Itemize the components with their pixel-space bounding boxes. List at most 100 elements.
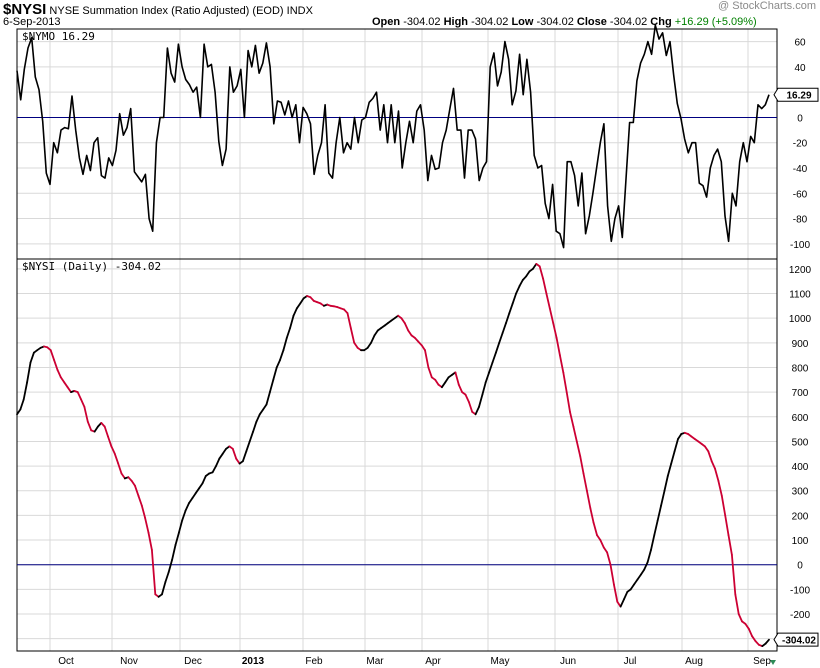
y-tick-label: -20 bbox=[793, 139, 808, 150]
nysi-segment bbox=[191, 492, 197, 500]
nysi-segment bbox=[353, 341, 359, 349]
nysi-segment bbox=[575, 440, 582, 458]
y-tick-label: 1000 bbox=[789, 314, 812, 325]
nysi-segment bbox=[467, 401, 474, 413]
nysi-segment bbox=[211, 465, 217, 474]
panel-legend: $NYMO 16.29 bbox=[22, 30, 95, 43]
close-value: -304.02 bbox=[609, 16, 648, 28]
nysi-segment bbox=[80, 398, 86, 408]
nysi-segment bbox=[619, 598, 625, 608]
last-value-box bbox=[773, 632, 819, 647]
nymo-line bbox=[16, 24, 770, 249]
y-tick-label: 800 bbox=[792, 363, 809, 374]
nysi-segment bbox=[113, 452, 120, 465]
nysi-segment bbox=[86, 420, 93, 432]
nysi-segment bbox=[107, 435, 113, 448]
exchange: INDX bbox=[286, 5, 313, 17]
nysi-segment bbox=[167, 558, 174, 573]
nysi-segment bbox=[677, 433, 683, 440]
nysi-segment bbox=[579, 455, 585, 475]
symbol: $NYSI bbox=[3, 1, 47, 18]
nysi-segment bbox=[299, 297, 305, 305]
nysi-segment bbox=[265, 391, 271, 406]
x-tick-label: Aug bbox=[685, 656, 703, 667]
y-tick-label: 900 bbox=[792, 339, 809, 350]
nysi-segment bbox=[56, 368, 62, 379]
x-tick-label: Jul bbox=[624, 656, 637, 667]
nysi-segment bbox=[704, 445, 710, 453]
nysi-segment bbox=[218, 452, 224, 460]
nysi-segment bbox=[751, 635, 757, 642]
low-label: Low bbox=[511, 16, 534, 28]
nysi-segment bbox=[140, 504, 147, 519]
y-tick-label: -100 bbox=[790, 585, 810, 596]
y-tick-label: -100 bbox=[790, 240, 810, 251]
x-tick-label: Apr bbox=[425, 656, 441, 667]
nysi-segment bbox=[653, 519, 659, 536]
nysi-segment bbox=[532, 262, 538, 270]
nysi-segment bbox=[130, 479, 136, 487]
nysi-segment bbox=[670, 450, 676, 465]
nysi-segment bbox=[346, 312, 352, 329]
nysi-segment bbox=[117, 462, 123, 475]
nysi-segment bbox=[434, 378, 440, 386]
nysi-segment bbox=[275, 359, 281, 369]
nysi-segment bbox=[93, 425, 99, 433]
nysi-segment bbox=[734, 593, 740, 615]
nysi-segment bbox=[602, 546, 608, 554]
nysi-segment bbox=[565, 391, 571, 413]
last-value-box bbox=[773, 87, 819, 102]
quote-line: Open -304.02 High -304.02 Low -304.02 Cl… bbox=[372, 16, 757, 28]
nysi-segment bbox=[188, 497, 194, 505]
nysi-segment bbox=[144, 517, 150, 534]
nysi-segment bbox=[660, 489, 666, 507]
nysi-segment bbox=[656, 504, 662, 522]
nysi-segment bbox=[215, 457, 221, 468]
nysi-segment bbox=[424, 349, 430, 369]
x-tick-label: Mar bbox=[366, 656, 384, 667]
nysi-segment bbox=[279, 349, 285, 362]
nysi-segment bbox=[548, 307, 555, 325]
nysi-segment bbox=[636, 573, 642, 581]
nysi-segment bbox=[511, 292, 517, 305]
nysi-segment bbox=[174, 531, 180, 546]
nysi-segment bbox=[171, 544, 177, 561]
nysi-segment bbox=[164, 571, 170, 583]
nysi-segment bbox=[488, 361, 494, 374]
brand-watermark: @ StockCharts.com bbox=[718, 0, 816, 12]
nysi-segment bbox=[747, 627, 753, 638]
nysi-segment bbox=[666, 462, 673, 477]
nysi-segment bbox=[134, 484, 140, 497]
high-label: High bbox=[443, 16, 469, 28]
nysi-segment bbox=[76, 391, 82, 401]
nysi-segment bbox=[231, 447, 238, 460]
nysi-segment bbox=[494, 341, 501, 354]
nysi-segment bbox=[59, 376, 66, 384]
x-tick-label: Jun bbox=[560, 656, 576, 667]
nysi-segment bbox=[194, 487, 201, 495]
nymo-panel: $NYMO 16.29 16.29 bbox=[16, 24, 819, 249]
y-tick-label: 400 bbox=[792, 462, 809, 473]
nysi-segment bbox=[592, 521, 598, 536]
nysi-segment bbox=[221, 447, 228, 455]
nysi-segment bbox=[633, 578, 639, 586]
y-tick-label: 1100 bbox=[789, 290, 811, 301]
y-tick-label: 500 bbox=[792, 437, 809, 448]
nysi-segment bbox=[714, 467, 720, 482]
nysi-segment bbox=[268, 378, 275, 394]
y-tick-label: 200 bbox=[792, 511, 809, 522]
nysi-segment bbox=[710, 460, 716, 470]
x-tick-label: Dec bbox=[184, 656, 202, 667]
axes: 6040200-20-40-60-80-10012001100100090080… bbox=[16, 28, 812, 665]
chart-title: NYSE Summation Index (Ratio Adjusted) (E… bbox=[49, 5, 284, 17]
nysi-segment bbox=[161, 581, 167, 596]
nysi-segment bbox=[53, 359, 59, 371]
y-tick-label: 0 bbox=[797, 561, 803, 572]
y-tick-label: 0 bbox=[797, 113, 803, 124]
nysi-segment bbox=[262, 403, 268, 411]
nysi-segment bbox=[349, 327, 356, 344]
x-axis-labels: Oct Nov Dec 2013 Feb Mar Apr May Jun Jul Aug Sep bbox=[58, 656, 771, 667]
nysi-segment bbox=[181, 509, 187, 522]
nysi-segment bbox=[717, 479, 723, 497]
nysi-segment bbox=[663, 475, 669, 492]
